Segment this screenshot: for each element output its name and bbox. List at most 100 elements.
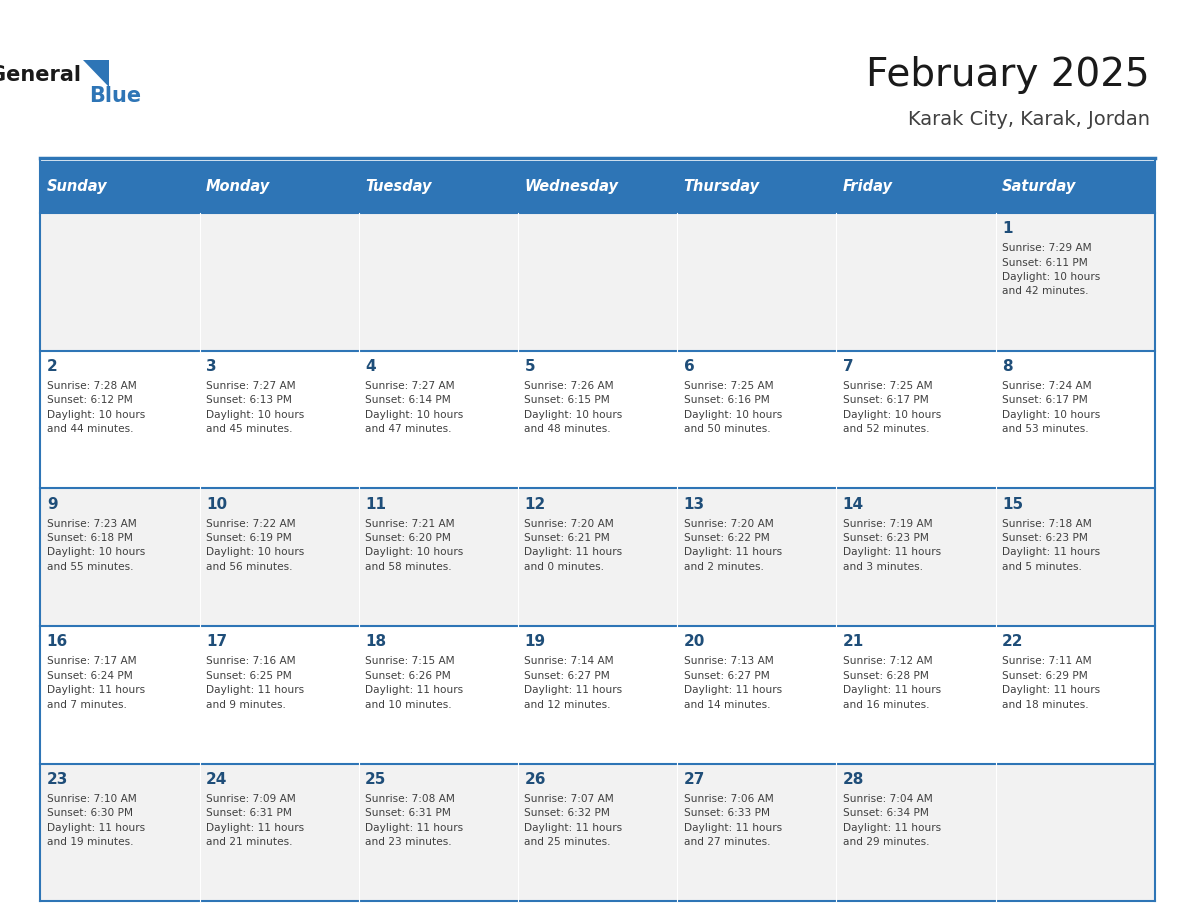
Text: 7: 7 xyxy=(842,359,853,374)
Text: 17: 17 xyxy=(206,634,227,649)
Text: 26: 26 xyxy=(524,772,545,787)
Text: 16: 16 xyxy=(46,634,68,649)
Text: General: General xyxy=(0,65,81,85)
Text: Sunrise: 7:25 AM
Sunset: 6:17 PM
Daylight: 10 hours
and 52 minutes.: Sunrise: 7:25 AM Sunset: 6:17 PM Dayligh… xyxy=(842,381,941,434)
Text: Sunrise: 7:17 AM
Sunset: 6:24 PM
Daylight: 11 hours
and 7 minutes.: Sunrise: 7:17 AM Sunset: 6:24 PM Dayligh… xyxy=(46,656,145,710)
Bar xyxy=(836,626,996,764)
Bar xyxy=(677,488,836,626)
Text: 28: 28 xyxy=(842,772,864,787)
Text: Sunrise: 7:09 AM
Sunset: 6:31 PM
Daylight: 11 hours
and 21 minutes.: Sunrise: 7:09 AM Sunset: 6:31 PM Dayligh… xyxy=(206,794,304,847)
Text: 8: 8 xyxy=(1001,359,1012,374)
Text: Sunrise: 7:24 AM
Sunset: 6:17 PM
Daylight: 10 hours
and 53 minutes.: Sunrise: 7:24 AM Sunset: 6:17 PM Dayligh… xyxy=(1001,381,1100,434)
Bar xyxy=(677,351,836,488)
Text: Sunrise: 7:08 AM
Sunset: 6:31 PM
Daylight: 11 hours
and 23 minutes.: Sunrise: 7:08 AM Sunset: 6:31 PM Dayligh… xyxy=(365,794,463,847)
Text: 15: 15 xyxy=(1001,497,1023,511)
Bar xyxy=(518,488,677,626)
Text: Sunrise: 7:28 AM
Sunset: 6:12 PM
Daylight: 10 hours
and 44 minutes.: Sunrise: 7:28 AM Sunset: 6:12 PM Dayligh… xyxy=(46,381,145,434)
Text: Sunrise: 7:26 AM
Sunset: 6:15 PM
Daylight: 10 hours
and 48 minutes.: Sunrise: 7:26 AM Sunset: 6:15 PM Dayligh… xyxy=(524,381,623,434)
Bar xyxy=(518,213,677,351)
Text: 20: 20 xyxy=(683,634,704,649)
Text: Saturday: Saturday xyxy=(1001,179,1076,195)
Text: Sunrise: 7:25 AM
Sunset: 6:16 PM
Daylight: 10 hours
and 50 minutes.: Sunrise: 7:25 AM Sunset: 6:16 PM Dayligh… xyxy=(683,381,782,434)
Text: 23: 23 xyxy=(46,772,68,787)
Text: Thursday: Thursday xyxy=(683,179,759,195)
Bar xyxy=(996,351,1155,488)
Text: February 2025: February 2025 xyxy=(866,56,1150,95)
Bar xyxy=(836,488,996,626)
Bar xyxy=(40,626,200,764)
Bar xyxy=(677,764,836,901)
Text: Sunrise: 7:22 AM
Sunset: 6:19 PM
Daylight: 10 hours
and 56 minutes.: Sunrise: 7:22 AM Sunset: 6:19 PM Dayligh… xyxy=(206,519,304,572)
Text: Sunrise: 7:18 AM
Sunset: 6:23 PM
Daylight: 11 hours
and 5 minutes.: Sunrise: 7:18 AM Sunset: 6:23 PM Dayligh… xyxy=(1001,519,1100,572)
Bar xyxy=(996,488,1155,626)
Text: 11: 11 xyxy=(365,497,386,511)
Text: 14: 14 xyxy=(842,497,864,511)
Bar xyxy=(836,161,996,213)
Text: 18: 18 xyxy=(365,634,386,649)
Text: 6: 6 xyxy=(683,359,694,374)
Bar xyxy=(996,626,1155,764)
Bar xyxy=(996,213,1155,351)
Bar xyxy=(996,764,1155,901)
Text: 2: 2 xyxy=(46,359,57,374)
Text: Sunrise: 7:23 AM
Sunset: 6:18 PM
Daylight: 10 hours
and 55 minutes.: Sunrise: 7:23 AM Sunset: 6:18 PM Dayligh… xyxy=(46,519,145,572)
Text: Sunrise: 7:27 AM
Sunset: 6:13 PM
Daylight: 10 hours
and 45 minutes.: Sunrise: 7:27 AM Sunset: 6:13 PM Dayligh… xyxy=(206,381,304,434)
Text: Sunrise: 7:13 AM
Sunset: 6:27 PM
Daylight: 11 hours
and 14 minutes.: Sunrise: 7:13 AM Sunset: 6:27 PM Dayligh… xyxy=(683,656,782,710)
Bar xyxy=(200,626,359,764)
Bar xyxy=(359,213,518,351)
Bar xyxy=(40,351,200,488)
Bar xyxy=(518,161,677,213)
Bar xyxy=(200,764,359,901)
Text: Sunrise: 7:19 AM
Sunset: 6:23 PM
Daylight: 11 hours
and 3 minutes.: Sunrise: 7:19 AM Sunset: 6:23 PM Dayligh… xyxy=(842,519,941,572)
Text: Friday: Friday xyxy=(842,179,892,195)
Bar xyxy=(359,161,518,213)
Text: 9: 9 xyxy=(46,497,57,511)
Bar xyxy=(200,213,359,351)
Text: Sunrise: 7:16 AM
Sunset: 6:25 PM
Daylight: 11 hours
and 9 minutes.: Sunrise: 7:16 AM Sunset: 6:25 PM Dayligh… xyxy=(206,656,304,710)
Bar xyxy=(677,213,836,351)
Text: Sunrise: 7:20 AM
Sunset: 6:21 PM
Daylight: 11 hours
and 0 minutes.: Sunrise: 7:20 AM Sunset: 6:21 PM Dayligh… xyxy=(524,519,623,572)
Text: Sunrise: 7:04 AM
Sunset: 6:34 PM
Daylight: 11 hours
and 29 minutes.: Sunrise: 7:04 AM Sunset: 6:34 PM Dayligh… xyxy=(842,794,941,847)
Text: Wednesday: Wednesday xyxy=(524,179,618,195)
Text: 22: 22 xyxy=(1001,634,1023,649)
Bar xyxy=(40,161,200,213)
Text: Sunrise: 7:12 AM
Sunset: 6:28 PM
Daylight: 11 hours
and 16 minutes.: Sunrise: 7:12 AM Sunset: 6:28 PM Dayligh… xyxy=(842,656,941,710)
Text: Tuesday: Tuesday xyxy=(365,179,431,195)
Text: 4: 4 xyxy=(365,359,375,374)
Bar xyxy=(200,488,359,626)
Text: 27: 27 xyxy=(683,772,704,787)
Bar xyxy=(518,764,677,901)
Text: Sunrise: 7:07 AM
Sunset: 6:32 PM
Daylight: 11 hours
and 25 minutes.: Sunrise: 7:07 AM Sunset: 6:32 PM Dayligh… xyxy=(524,794,623,847)
Bar xyxy=(518,626,677,764)
Bar xyxy=(200,161,359,213)
Text: Sunrise: 7:11 AM
Sunset: 6:29 PM
Daylight: 11 hours
and 18 minutes.: Sunrise: 7:11 AM Sunset: 6:29 PM Dayligh… xyxy=(1001,656,1100,710)
Text: Karak City, Karak, Jordan: Karak City, Karak, Jordan xyxy=(908,110,1150,129)
Bar xyxy=(677,626,836,764)
Text: 10: 10 xyxy=(206,497,227,511)
Text: Sunrise: 7:20 AM
Sunset: 6:22 PM
Daylight: 11 hours
and 2 minutes.: Sunrise: 7:20 AM Sunset: 6:22 PM Dayligh… xyxy=(683,519,782,572)
Text: 13: 13 xyxy=(683,497,704,511)
Text: 5: 5 xyxy=(524,359,535,374)
Text: Sunrise: 7:27 AM
Sunset: 6:14 PM
Daylight: 10 hours
and 47 minutes.: Sunrise: 7:27 AM Sunset: 6:14 PM Dayligh… xyxy=(365,381,463,434)
Text: Monday: Monday xyxy=(206,179,270,195)
Bar xyxy=(359,626,518,764)
Bar xyxy=(677,161,836,213)
Bar xyxy=(359,488,518,626)
Text: Sunrise: 7:15 AM
Sunset: 6:26 PM
Daylight: 11 hours
and 10 minutes.: Sunrise: 7:15 AM Sunset: 6:26 PM Dayligh… xyxy=(365,656,463,710)
Text: 24: 24 xyxy=(206,772,227,787)
Text: 19: 19 xyxy=(524,634,545,649)
Bar xyxy=(518,351,677,488)
Bar xyxy=(40,213,200,351)
Bar xyxy=(200,351,359,488)
Bar xyxy=(836,213,996,351)
Bar xyxy=(40,488,200,626)
Bar xyxy=(359,351,518,488)
Text: Sunrise: 7:06 AM
Sunset: 6:33 PM
Daylight: 11 hours
and 27 minutes.: Sunrise: 7:06 AM Sunset: 6:33 PM Dayligh… xyxy=(683,794,782,847)
Text: Blue: Blue xyxy=(89,86,141,106)
Bar xyxy=(996,161,1155,213)
Bar xyxy=(40,764,200,901)
Bar xyxy=(836,351,996,488)
Text: 12: 12 xyxy=(524,497,545,511)
Text: Sunrise: 7:21 AM
Sunset: 6:20 PM
Daylight: 10 hours
and 58 minutes.: Sunrise: 7:21 AM Sunset: 6:20 PM Dayligh… xyxy=(365,519,463,572)
Text: 1: 1 xyxy=(1001,221,1012,236)
